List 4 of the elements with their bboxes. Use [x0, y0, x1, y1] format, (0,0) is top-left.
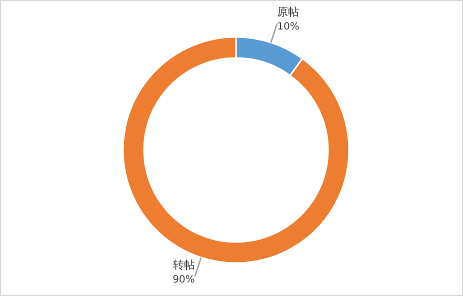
- slice-label: 原帖: [277, 6, 300, 19]
- data-label: 90%: [172, 274, 195, 286]
- data-label: 10%: [277, 22, 300, 33]
- slice-label: 转帖: [172, 258, 195, 272]
